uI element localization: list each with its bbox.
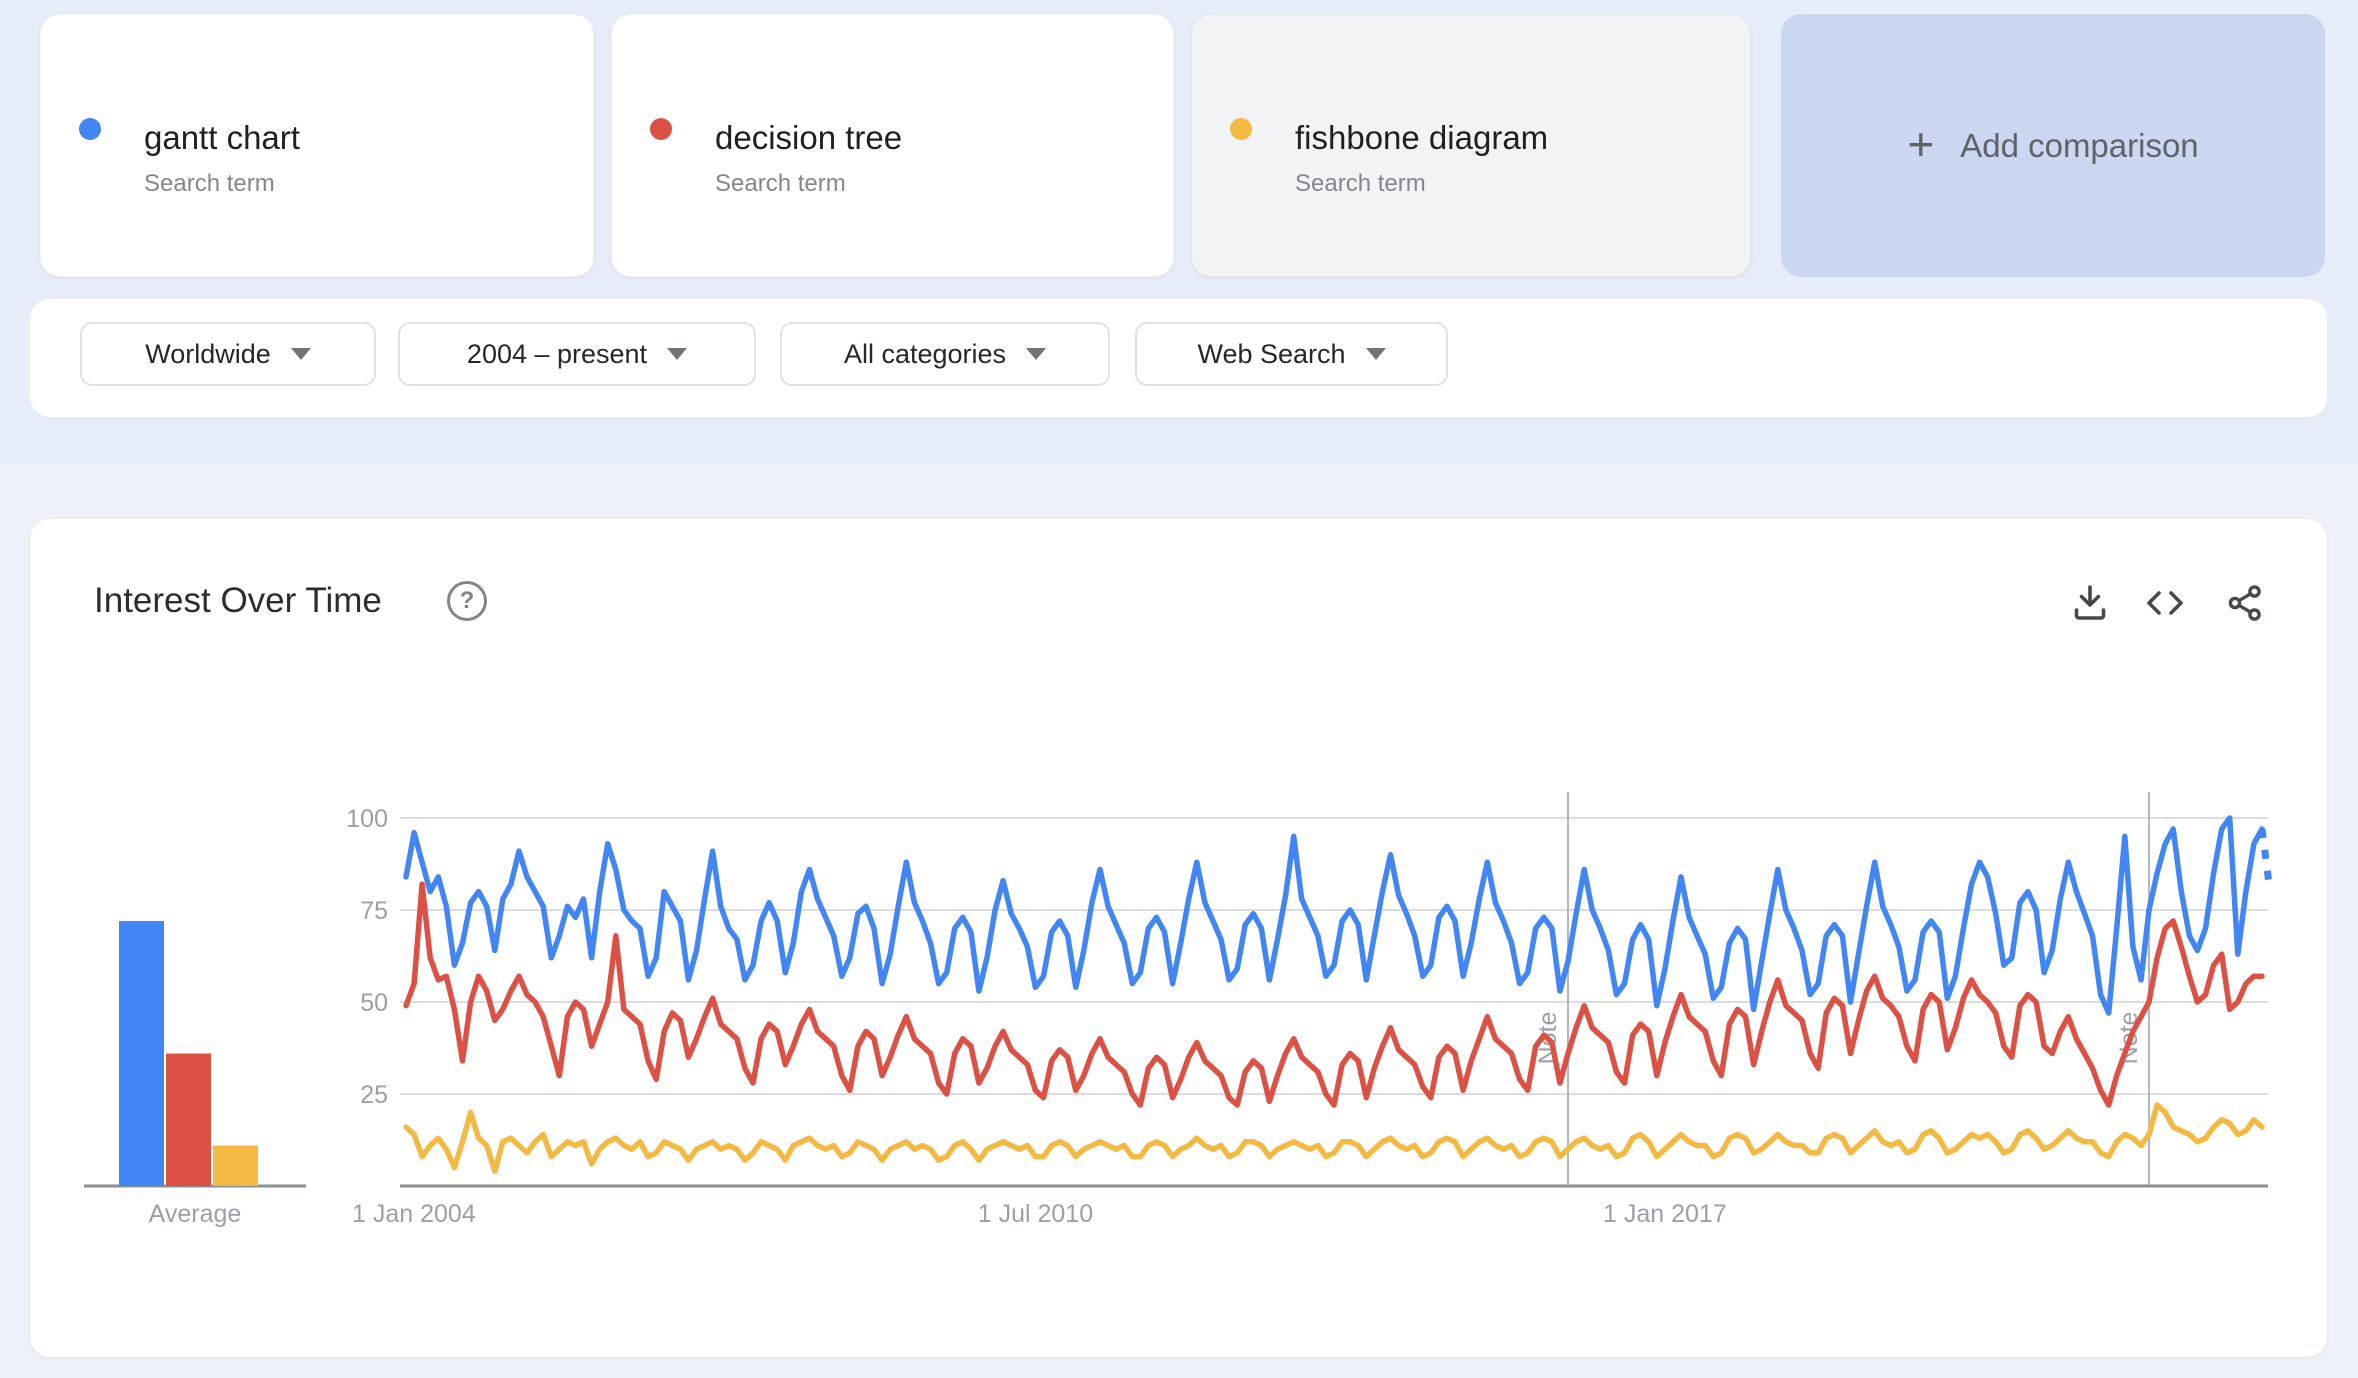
category-filter-value: All categories bbox=[843, 338, 1007, 369]
average-label: Average bbox=[149, 1200, 242, 1228]
search-type-filter-value: Web Search bbox=[1197, 338, 1346, 369]
download-icon[interactable] bbox=[2067, 580, 2113, 626]
series-line-fishbone-diagram bbox=[403, 1102, 2265, 1175]
incomplete-data-dotted-tail bbox=[2258, 828, 2274, 893]
series-color-dot-yellow bbox=[1230, 118, 1252, 140]
plus-icon: + bbox=[1907, 117, 1935, 170]
series-line-decision-tree bbox=[403, 881, 2265, 1108]
term-card-decision-tree[interactable]: decision tree Search term bbox=[611, 14, 1174, 277]
x-axis-label: 1 Jan 2004 bbox=[352, 1200, 476, 1228]
y-axis-label: 25 bbox=[360, 1081, 388, 1109]
term-title: fishbone diagram bbox=[1295, 119, 1549, 156]
term-title: gantt chart bbox=[144, 119, 300, 156]
average-bar-gantt-chart bbox=[119, 921, 164, 1186]
series-color-dot-blue bbox=[79, 118, 101, 140]
average-bar-decision-tree bbox=[166, 1053, 211, 1186]
term-subtitle: Search term bbox=[1295, 170, 1426, 197]
term-subtitle: Search term bbox=[715, 170, 846, 197]
add-comparison-button[interactable]: + Add comparison bbox=[1781, 14, 2325, 277]
x-axis-label: 1 Jan 2017 bbox=[1603, 1200, 1727, 1228]
region-filter-dropdown[interactable]: Worldwide bbox=[80, 322, 376, 386]
chevron-down-icon bbox=[1365, 348, 1386, 360]
series-color-dot-red bbox=[650, 118, 672, 140]
time-range-filter-dropdown[interactable]: 2004 – present bbox=[398, 322, 756, 386]
term-card-fishbone-diagram[interactable]: fishbone diagram Search term bbox=[1191, 14, 1751, 277]
chevron-down-icon bbox=[290, 348, 311, 360]
help-icon[interactable]: ? bbox=[447, 581, 487, 621]
y-axis-label: 50 bbox=[360, 989, 388, 1017]
time-range-filter-value: 2004 – present bbox=[466, 338, 648, 369]
y-axis-label: 100 bbox=[346, 805, 388, 833]
y-axis-label: 75 bbox=[360, 897, 388, 925]
term-title: decision tree bbox=[715, 119, 903, 156]
category-filter-dropdown[interactable]: All categories bbox=[780, 322, 1110, 386]
interest-over-time-card: Interest Over Time ? 100 75 50 25 Note Note 1 … bbox=[30, 519, 2327, 1357]
embed-code-icon[interactable] bbox=[2142, 580, 2188, 626]
series-line-gantt-chart bbox=[403, 815, 2265, 1016]
chevron-down-icon bbox=[667, 348, 688, 360]
help-question-glyph: ? bbox=[459, 587, 475, 614]
section-title: Interest Over Time bbox=[94, 581, 382, 620]
term-card-gantt-chart[interactable]: gantt chart Search term bbox=[40, 14, 594, 277]
average-bar-fishbone-diagram bbox=[213, 1145, 258, 1186]
x-axis-label: 1 Jul 2010 bbox=[978, 1200, 1093, 1228]
filter-bar: Worldwide 2004 – present All categories … bbox=[30, 299, 2327, 417]
search-type-filter-dropdown[interactable]: Web Search bbox=[1135, 322, 1448, 386]
chevron-down-icon bbox=[1026, 348, 1047, 360]
share-icon[interactable] bbox=[2222, 580, 2268, 626]
region-filter-value: Worldwide bbox=[145, 338, 271, 369]
add-comparison-label: Add comparison bbox=[1960, 126, 2199, 164]
term-subtitle: Search term bbox=[144, 170, 275, 197]
